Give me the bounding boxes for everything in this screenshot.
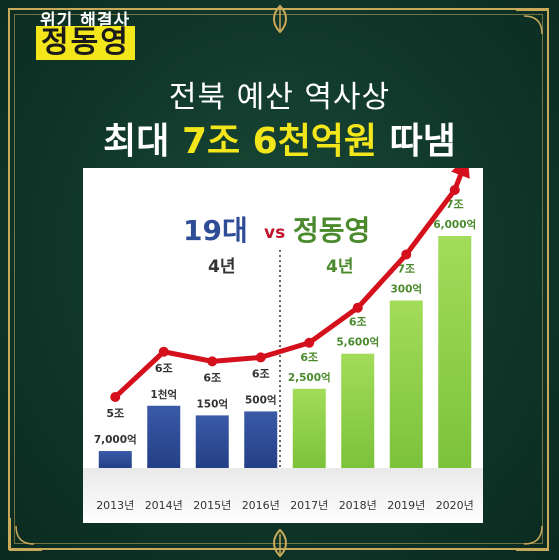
headline-line2: 최대 7조 6천억원 따냄 <box>0 112 559 164</box>
x-tick-label-6: 2019년 <box>387 499 425 512</box>
bar-label-top-5: 6조 <box>349 316 367 329</box>
budget-bar-chart: 19대 vs 정동영 4년 4년 5조 7,000억 6조 1천억 6조 150억 6조 50… <box>83 156 483 523</box>
trend-point-2 <box>207 356 218 367</box>
candidate-badge: 위기 해결사 정동영 <box>34 6 154 64</box>
trend-point-5 <box>352 302 363 313</box>
bar-label-top-2: 6조 <box>203 371 221 384</box>
x-tick-label-2: 2015년 <box>193 499 231 512</box>
trend-point-1 <box>158 346 169 357</box>
group-right-years: 4년 <box>326 257 353 277</box>
group-right-title: 정동영 <box>293 214 370 247</box>
bar-label-bottom-3: 500억 <box>245 394 277 406</box>
bar-2 <box>195 415 229 468</box>
corner-ornament-br-icon <box>516 518 549 551</box>
bar-label-bottom-0: 7,000억 <box>94 434 137 446</box>
x-tick-label-4: 2017년 <box>290 499 328 512</box>
bar-label-top-4: 6조 <box>300 351 318 364</box>
bar-1 <box>147 405 181 468</box>
corner-ornament-tr-icon <box>516 9 549 42</box>
headline-suffix: 따냄 <box>389 121 456 162</box>
bar-label-top-7: 7조 <box>446 198 464 211</box>
chart-panel: 19대 vs 정동영 4년 4년 5조 7,000억 6조 1천억 6조 150억 6조 50… <box>83 156 483 523</box>
x-tick-label-5: 2018년 <box>339 499 377 512</box>
trend-point-3 <box>255 352 266 363</box>
leaf-ornament-top-icon <box>273 4 287 34</box>
bar-label-top-6: 7조 <box>397 263 415 276</box>
bar-label-top-0: 5조 <box>106 407 124 420</box>
bar-label-bottom-1: 1천억 <box>150 388 177 401</box>
x-tick-label-3: 2016년 <box>242 499 280 512</box>
group-left-title: 19대 <box>183 214 248 247</box>
headline-highlight: 7조 6천억원 <box>181 121 378 162</box>
x-tick-label-1: 2014년 <box>145 499 183 512</box>
vs-label: vs <box>264 223 285 243</box>
bar-4 <box>292 388 326 468</box>
bar-6 <box>389 300 423 468</box>
corner-ornament-bl-icon <box>9 518 42 551</box>
bar-label-bottom-2: 150억 <box>196 398 228 410</box>
badge-name: 정동영 <box>36 26 135 60</box>
trend-point-0 <box>110 392 121 403</box>
gold-frame-inner <box>14 14 543 544</box>
leaf-ornament-bottom-icon <box>273 528 287 558</box>
headline-prefix: 최대 <box>103 121 170 162</box>
trend-point-4 <box>304 337 315 348</box>
x-tick-label-7: 2020년 <box>436 499 474 512</box>
bar-label-bottom-5: 5,600억 <box>336 337 379 349</box>
bar-7 <box>438 236 472 468</box>
bar-label-bottom-7: 6,000억 <box>433 219 476 231</box>
bar-0 <box>98 451 132 468</box>
group-left-years: 4년 <box>208 257 235 277</box>
x-tick-label-0: 2013년 <box>96 499 134 512</box>
trend-point-7 <box>449 185 460 195</box>
bar-3 <box>244 411 278 468</box>
bar-label-bottom-4: 2,500억 <box>288 372 331 384</box>
bar-5 <box>341 353 375 468</box>
headline-line1: 전북 예산 역사상 <box>168 80 391 115</box>
trend-point-6 <box>401 249 412 260</box>
bar-label-top-3: 6조 <box>252 367 270 380</box>
bar-label-bottom-6: 300억 <box>390 284 422 296</box>
bar-label-top-1: 6조 <box>155 362 173 375</box>
